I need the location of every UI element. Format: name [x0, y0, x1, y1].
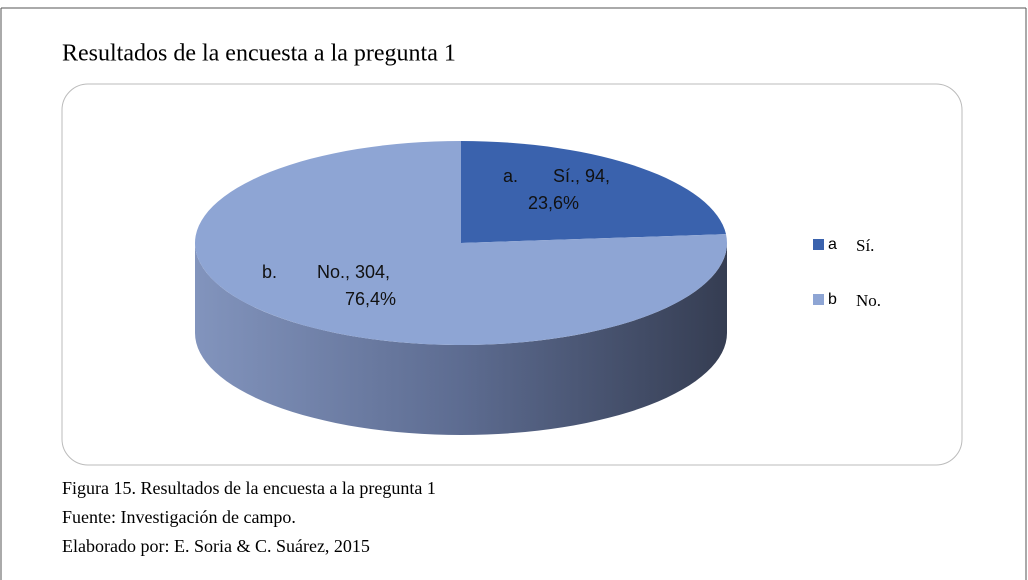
author: Elaborado por: E. Soria & C. Suárez, 201…	[62, 536, 370, 556]
data-label: 76,4%	[345, 289, 396, 309]
legend-key: a	[828, 236, 837, 253]
slice-side	[195, 243, 727, 435]
data-label: 23,6%	[528, 193, 579, 213]
legend-swatch	[813, 294, 824, 305]
figure-caption: Figura 15. Resultados de la encuesta a l…	[62, 478, 436, 498]
legend-label: Sí.	[856, 236, 874, 255]
data-label: b.	[262, 262, 277, 282]
data-label: No., 304,	[317, 262, 390, 282]
legend-swatch	[813, 239, 824, 250]
slice	[461, 141, 726, 243]
legend-label: No.	[856, 291, 881, 310]
data-label: Sí., 94,	[553, 166, 610, 186]
source: Fuente: Investigación de campo.	[62, 507, 296, 527]
data-label: a.	[503, 166, 518, 186]
chart-title: Resultados de la encuesta a la pregunta …	[62, 41, 456, 67]
legend-key: b	[828, 291, 837, 308]
slice	[195, 141, 728, 345]
